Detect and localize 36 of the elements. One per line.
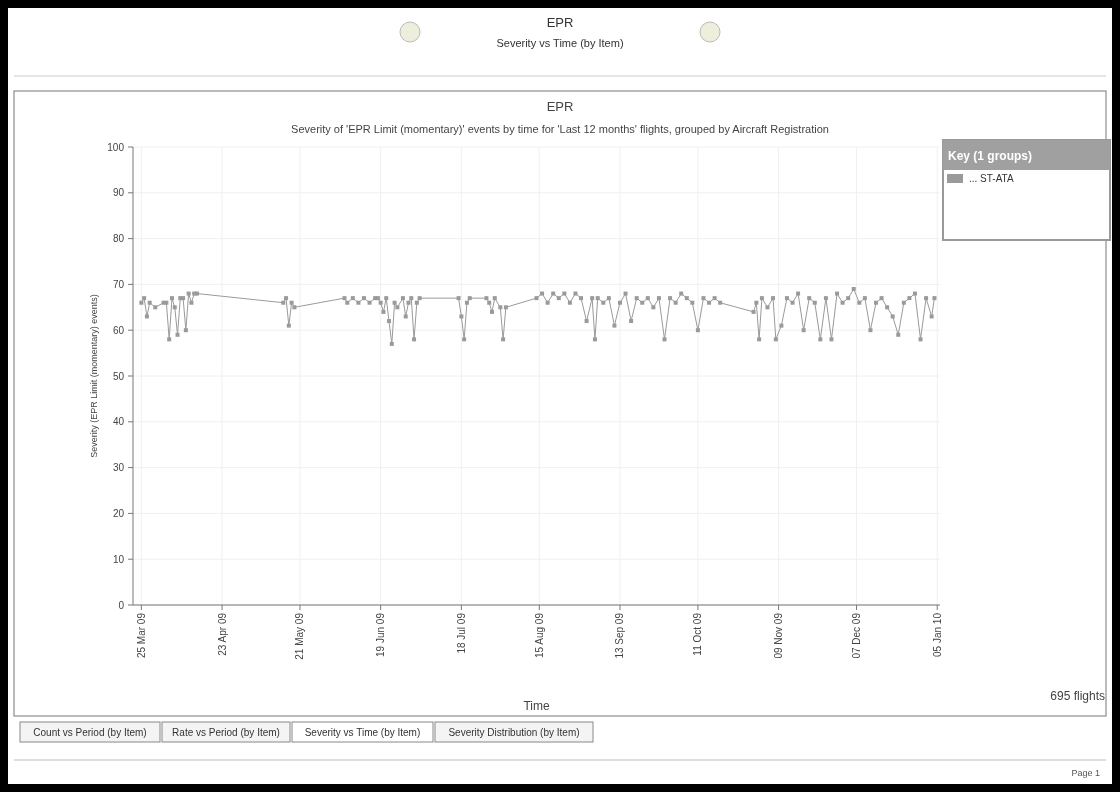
text: Severity Distribution (by Item) — [448, 727, 580, 738]
x-tick-label: 18 Jul 09 — [455, 612, 467, 654]
x-tick-label: 23 Apr 09 — [216, 612, 228, 656]
y-tick-label: 70 — [112, 278, 125, 290]
y-tick-label: 10 — [112, 553, 125, 565]
legend-label: ... ST-ATA — [969, 173, 1014, 184]
x-tick-label: 11 Oct 09 — [692, 612, 704, 656]
y-tick-label: 100 — [107, 141, 125, 153]
y-tick-label: 40 — [112, 416, 125, 428]
x-axis-title: Time — [523, 699, 550, 713]
text: Severity vs Time (by Item) — [304, 727, 421, 738]
x-tick-label: 15 Aug 09 — [533, 612, 545, 659]
x-tick-label: 21 May 09 — [294, 612, 306, 660]
y-tick-label: 90 — [112, 187, 125, 199]
text: Count vs Period (by Item) — [33, 727, 147, 738]
x-tick-label: 13 Sep 09 — [614, 612, 626, 659]
y-tick-label: 50 — [112, 370, 125, 382]
text: Severity vs Time (by Item) — [496, 37, 624, 49]
y-tick-label: 0 — [118, 599, 125, 611]
legend-title: Key (1 groups) — [948, 149, 1033, 163]
y-tick-label: 20 — [112, 507, 125, 519]
x-tick-label: 25 Mar 09 — [135, 612, 147, 659]
text: EPR — [546, 15, 574, 30]
chart-subtitle: Severity of 'EPR Limit (momentary)' events by time for 'Last 12 months' flights, grouped by Aircraft Registration — [291, 123, 829, 135]
x-tick-label: 19 Jun 09 — [375, 612, 387, 657]
text: 695 flights — [1050, 689, 1105, 703]
y-axis-title: Severity (EPR Limit (momentary) events) — [89, 294, 99, 458]
y-tick-label: 60 — [112, 324, 125, 336]
text: Rate vs Period (by Item) — [172, 727, 280, 738]
text: Page 1 — [1071, 768, 1100, 778]
y-tick-label: 30 — [112, 462, 125, 474]
x-tick-label: 07 Dec 09 — [851, 612, 863, 659]
x-tick-label: 05 Jan 10 — [931, 612, 943, 657]
x-tick-label: 09 Nov 09 — [773, 612, 785, 659]
y-tick-label: 80 — [112, 233, 125, 245]
chart-title: EPR — [546, 99, 574, 114]
